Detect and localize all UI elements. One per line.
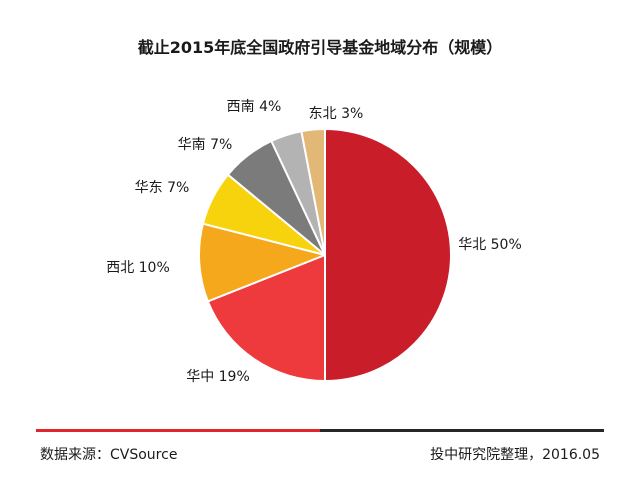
pie-labels: 华北 50% 华中 19% 西北 10% 华东 7% 华南 7% 西南 4% 东北 3% <box>106 99 522 385</box>
chart-title: 截止2015年底全国政府引导基金地域分布（规模） <box>137 38 503 57</box>
data-credit: 投中研究院整理，2016.05 <box>430 447 600 463</box>
slice-label-华北: 华北 50% <box>458 237 522 253</box>
slice-label-华南: 华南 7% <box>178 137 233 153</box>
pie-slice-华北 <box>324 128 452 382</box>
pie-slice-东北 <box>300 128 326 256</box>
slice-label-华中: 华中 19% <box>186 369 250 385</box>
slice-label-东北: 东北 3% <box>309 106 364 122</box>
pie-slice-华中 <box>206 254 326 382</box>
pie-slice-西北 <box>198 222 326 303</box>
slice-label-西南: 西南 4% <box>227 99 282 115</box>
slice-label-西北: 西北 10% <box>106 260 170 276</box>
pie-chart: 华北 50% 华中 19% 西北 10% 华东 7% 华南 7% 西南 4% 东北 3% <box>106 99 522 385</box>
slice-label-华东: 华东 7% <box>135 180 190 196</box>
data-source: 数据来源：CVSource <box>40 447 178 463</box>
footer-divider <box>36 429 604 432</box>
pie-slices <box>198 128 452 382</box>
